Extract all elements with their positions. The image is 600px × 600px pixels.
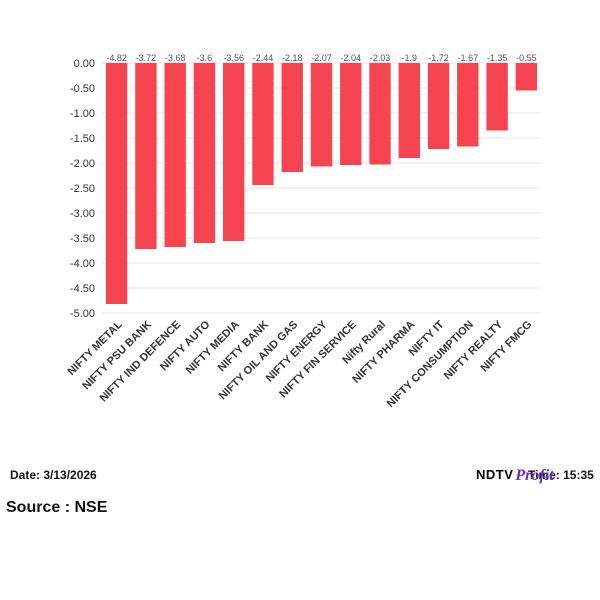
bar xyxy=(193,63,216,243)
y-axis-ticks: 0.00 -0.50 -1.00 -1.50 -2.00 -2.50 -3.00 -3.50 -… xyxy=(70,58,95,320)
bar xyxy=(252,63,274,185)
y-tick-label: -1.50 xyxy=(70,133,95,145)
bar xyxy=(105,63,128,304)
y-tick-label: 0.00 xyxy=(74,58,95,70)
bar xyxy=(427,63,450,149)
data-label: -3.68 xyxy=(165,53,186,63)
data-label: -2.07 xyxy=(311,53,332,63)
y-tick-label: -0.50 xyxy=(70,83,95,95)
data-label: -3.6 xyxy=(197,53,213,63)
bar xyxy=(369,63,391,165)
bar xyxy=(164,63,186,247)
y-tick-label: -5.00 xyxy=(70,308,95,320)
y-tick-label: -2.50 xyxy=(70,183,95,195)
bar xyxy=(340,63,362,165)
bar xyxy=(515,63,538,91)
data-label: -0.55 xyxy=(516,53,537,63)
bar-chart: 0.00 -0.50 -1.00 -1.50 -2.00 -2.50 -3.00 -3.50 -… xyxy=(66,53,541,410)
data-label: -2.18 xyxy=(282,53,303,63)
data-label: -4.82 xyxy=(106,53,127,63)
y-tick-label: -1.00 xyxy=(70,108,95,120)
y-tick-label: -4.00 xyxy=(70,258,95,270)
y-tick-label: -2.00 xyxy=(70,158,95,170)
bar xyxy=(281,63,303,172)
date-label: Date: 3/13/2026 xyxy=(10,468,97,482)
logo-profit-text: Profit xyxy=(515,467,554,484)
bar xyxy=(223,63,245,241)
bar xyxy=(457,63,479,147)
data-label: -2.03 xyxy=(370,53,391,63)
data-label: -3.56 xyxy=(223,53,244,63)
data-label: -1.67 xyxy=(458,53,479,63)
y-tick-label: -3.00 xyxy=(70,208,95,220)
data-label: -1.72 xyxy=(428,53,449,63)
time-label: Time: 15:35 xyxy=(528,468,594,482)
data-label: -2.44 xyxy=(253,53,274,63)
data-label: -2.04 xyxy=(341,53,362,63)
data-label: -1.9 xyxy=(402,53,418,63)
ndtv-profit-logo: NDTV Profit xyxy=(476,468,554,490)
y-tick-label: -3.50 xyxy=(70,233,95,245)
bar xyxy=(398,63,420,158)
bar xyxy=(486,63,508,131)
bars xyxy=(105,63,538,304)
data-label: -1.35 xyxy=(487,53,508,63)
data-labels: -4.82 -3.72 -3.68 -3.6 -3.56 -2.44 -2.18 -2.07-… xyxy=(106,53,536,63)
y-tick-label: -4.50 xyxy=(70,283,95,295)
bar xyxy=(135,63,157,249)
source-label: Source : NSE xyxy=(6,499,108,516)
data-label: -3.72 xyxy=(136,53,157,63)
logo-ndtv-text: NDTV xyxy=(476,467,514,482)
bar xyxy=(310,63,333,167)
